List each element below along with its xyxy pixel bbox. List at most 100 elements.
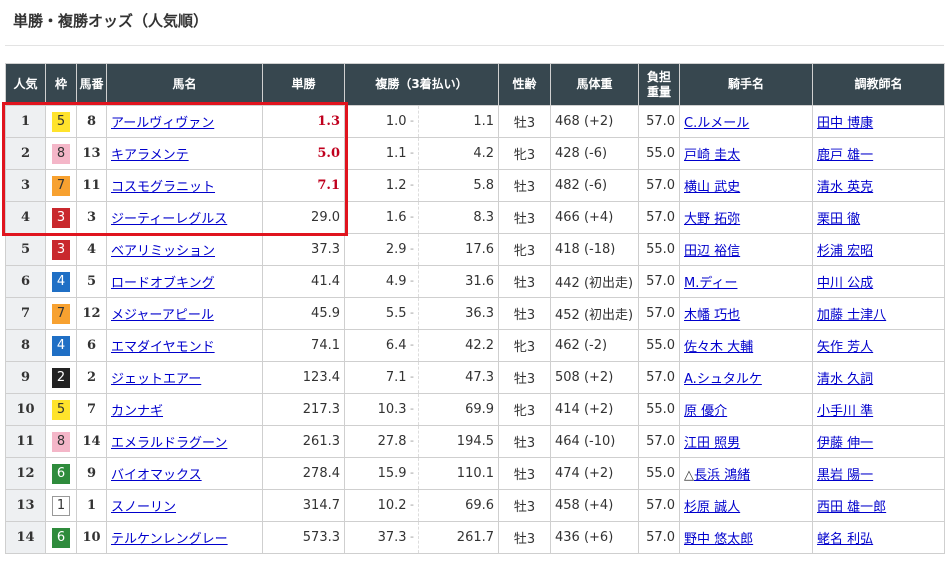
horse-name-link[interactable]: ジーティーレグルス: [111, 212, 228, 227]
jockey-link[interactable]: 戸崎 圭太: [684, 148, 741, 163]
win-odds: 5.0: [317, 146, 340, 161]
trainer-link[interactable]: 黒岩 陽一: [817, 468, 874, 483]
trainer-link[interactable]: 田中 博康: [817, 116, 874, 131]
win-odds-cell: 314.7: [262, 489, 345, 522]
jockey-link[interactable]: 木幡 巧也: [684, 308, 741, 323]
header-umaban: 馬番: [76, 63, 107, 106]
header-name: 馬名: [106, 63, 263, 106]
waku-badge: 1: [52, 495, 70, 516]
jockey-link[interactable]: 長浜 鴻緒: [694, 468, 751, 483]
trainer-link[interactable]: 清水 久詞: [817, 372, 874, 387]
odds-table: 人気 枠 馬番 馬名 単勝 複勝（3着払い） 性齢 馬体重 負担 重量 騎手名 調…: [5, 63, 946, 554]
trainer-link[interactable]: 小手川 準: [817, 404, 874, 419]
sex-age-cell: 牡3: [498, 521, 552, 554]
jockey-link[interactable]: 原 優介: [684, 404, 728, 419]
win-odds-cell: 573.3: [262, 521, 345, 554]
range-dash: -: [406, 242, 414, 255]
trainer-link[interactable]: 中川 公成: [817, 276, 874, 291]
jockey-cell: M.ディー: [679, 265, 814, 298]
horse-name-link[interactable]: ジェットエアー: [111, 372, 202, 387]
header-trainer: 調教師名: [812, 63, 946, 106]
trainer-link[interactable]: 杉浦 宏昭: [817, 244, 874, 259]
table-row: 5 3 4 ベアリミッション 37.3 -2.9 17.6 牝3 418 (-18) 55.0 田…: [5, 233, 946, 266]
umaban-cell: 3: [76, 201, 107, 234]
horse-name-link[interactable]: ロードオブキング: [111, 276, 215, 291]
win-odds-cell: 261.3: [262, 425, 345, 458]
waku-badge: 7: [52, 175, 70, 196]
place-odds-high: 17.6: [418, 233, 500, 266]
range-dash: -: [406, 402, 414, 415]
trainer-link[interactable]: 鹿戸 雄一: [817, 148, 874, 163]
horse-name-link[interactable]: アールヴィヴァン: [111, 116, 215, 131]
table-row: 8 4 6 エマダイヤモンド 74.1 -6.4 42.2 牝3 462 (-2) 55.0 佐々…: [5, 329, 946, 362]
rank-cell: 2: [5, 137, 46, 170]
range-dash: -: [406, 498, 414, 511]
rank-cell: 9: [5, 361, 46, 394]
jockey-link[interactable]: A.シュタルケ: [684, 372, 762, 387]
jockey-link[interactable]: 横山 武史: [684, 180, 741, 195]
trainer-link[interactable]: 矢作 芳人: [817, 340, 874, 355]
horse-name-link[interactable]: ベアリミッション: [111, 244, 216, 259]
waku-cell: 7: [45, 297, 77, 330]
trainer-link[interactable]: 加藤 士津八: [817, 308, 887, 323]
win-odds-cell: 1.3: [262, 105, 345, 138]
horse-name-cell: コスモグラニット: [106, 169, 263, 202]
jockey-link[interactable]: 野中 悠太郎: [684, 532, 754, 547]
load-weight-cell: 57.0: [638, 521, 681, 554]
umaban-cell: 1: [76, 489, 107, 522]
header-weight: 馬体重: [550, 63, 640, 106]
load-weight-cell: 57.0: [638, 265, 681, 298]
horse-weight-cell: 466 (+4): [550, 201, 640, 234]
horse-weight-cell: 468 (+2): [550, 105, 640, 138]
trainer-link[interactable]: 伊藤 伸一: [817, 436, 874, 451]
jockey-link[interactable]: 佐々木 大輔: [684, 340, 754, 355]
win-odds-cell: 37.3: [262, 233, 345, 266]
jockey-link[interactable]: 江田 照男: [684, 436, 741, 451]
jockey-cell: 大野 拓弥: [679, 201, 814, 234]
horse-name-link[interactable]: カンナギ: [111, 404, 164, 419]
horse-name-link[interactable]: メジャーアピール: [111, 308, 214, 323]
place-odds-low: 4.9: [385, 274, 407, 289]
rank-cell: 13: [5, 489, 46, 522]
trainer-link[interactable]: 西田 雄一郎: [817, 500, 887, 515]
jockey-link[interactable]: C.ルメール: [684, 116, 750, 131]
load-weight-cell: 55.0: [638, 329, 681, 362]
horse-name-cell: テルケンレングレー: [106, 521, 263, 554]
win-odds: 573.3: [302, 530, 340, 545]
horse-name-link[interactable]: キアラメンテ: [111, 148, 189, 163]
table-row: 3 7 11 コスモグラニット 7.1 -1.2 5.8 牡3 482 (-6) 57.0 横山 …: [5, 169, 946, 202]
trainer-cell: 鹿戸 雄一: [812, 137, 946, 170]
horse-name-cell: アールヴィヴァン: [106, 105, 263, 138]
umaban-cell: 4: [76, 233, 107, 266]
horse-name-link[interactable]: スノーリン: [111, 500, 177, 515]
horse-name-link[interactable]: テルケンレングレー: [111, 532, 228, 547]
rank-cell: 4: [5, 201, 46, 234]
trainer-link[interactable]: 栗田 徹: [817, 212, 861, 227]
place-odds-low-cell: -1.1: [344, 137, 419, 170]
trainer-link[interactable]: 蛯名 利弘: [817, 532, 874, 547]
horse-name-link[interactable]: コスモグラニット: [111, 180, 216, 195]
table-row: 2 8 13 キアラメンテ 5.0 -1.1 4.2 牝3 428 (-6) 55.0 戸崎 圭太…: [5, 137, 946, 170]
jockey-link[interactable]: 田辺 裕信: [684, 244, 741, 259]
trainer-link[interactable]: 清水 英克: [817, 180, 874, 195]
table-row: 14 6 10 テルケンレングレー 573.3 -37.3 261.7 牡3 436 (+6)…: [5, 521, 946, 554]
horse-name-cell: ロードオブキング: [106, 265, 263, 298]
sex-age-cell: 牡3: [498, 265, 552, 298]
win-odds-cell: 123.4: [262, 361, 345, 394]
horse-name-cell: スノーリン: [106, 489, 263, 522]
win-odds: 7.1: [317, 178, 340, 193]
table-row: 10 5 7 カンナギ 217.3 -10.3 69.9 牝3 414 (+2) 55.0 原 優…: [5, 393, 946, 426]
header-sexage: 性齢: [498, 63, 552, 106]
horse-name-link[interactable]: エメラルドラグーン: [111, 436, 228, 451]
horse-name-link[interactable]: バイオマックス: [111, 468, 202, 483]
place-odds-low-cell: -2.9: [344, 233, 419, 266]
load-weight-cell: 57.0: [638, 169, 681, 202]
jockey-link[interactable]: M.ディー: [684, 276, 738, 291]
horse-name-link[interactable]: エマダイヤモンド: [111, 340, 215, 355]
jockey-link[interactable]: 杉原 誠人: [684, 500, 741, 515]
horse-weight-cell: 442 (初出走): [550, 265, 640, 298]
jockey-link[interactable]: 大野 拓弥: [684, 212, 741, 227]
place-odds-high: 31.6: [418, 265, 500, 298]
jockey-cell: A.シュタルケ: [679, 361, 814, 394]
place-odds-low: 6.4: [385, 338, 407, 353]
